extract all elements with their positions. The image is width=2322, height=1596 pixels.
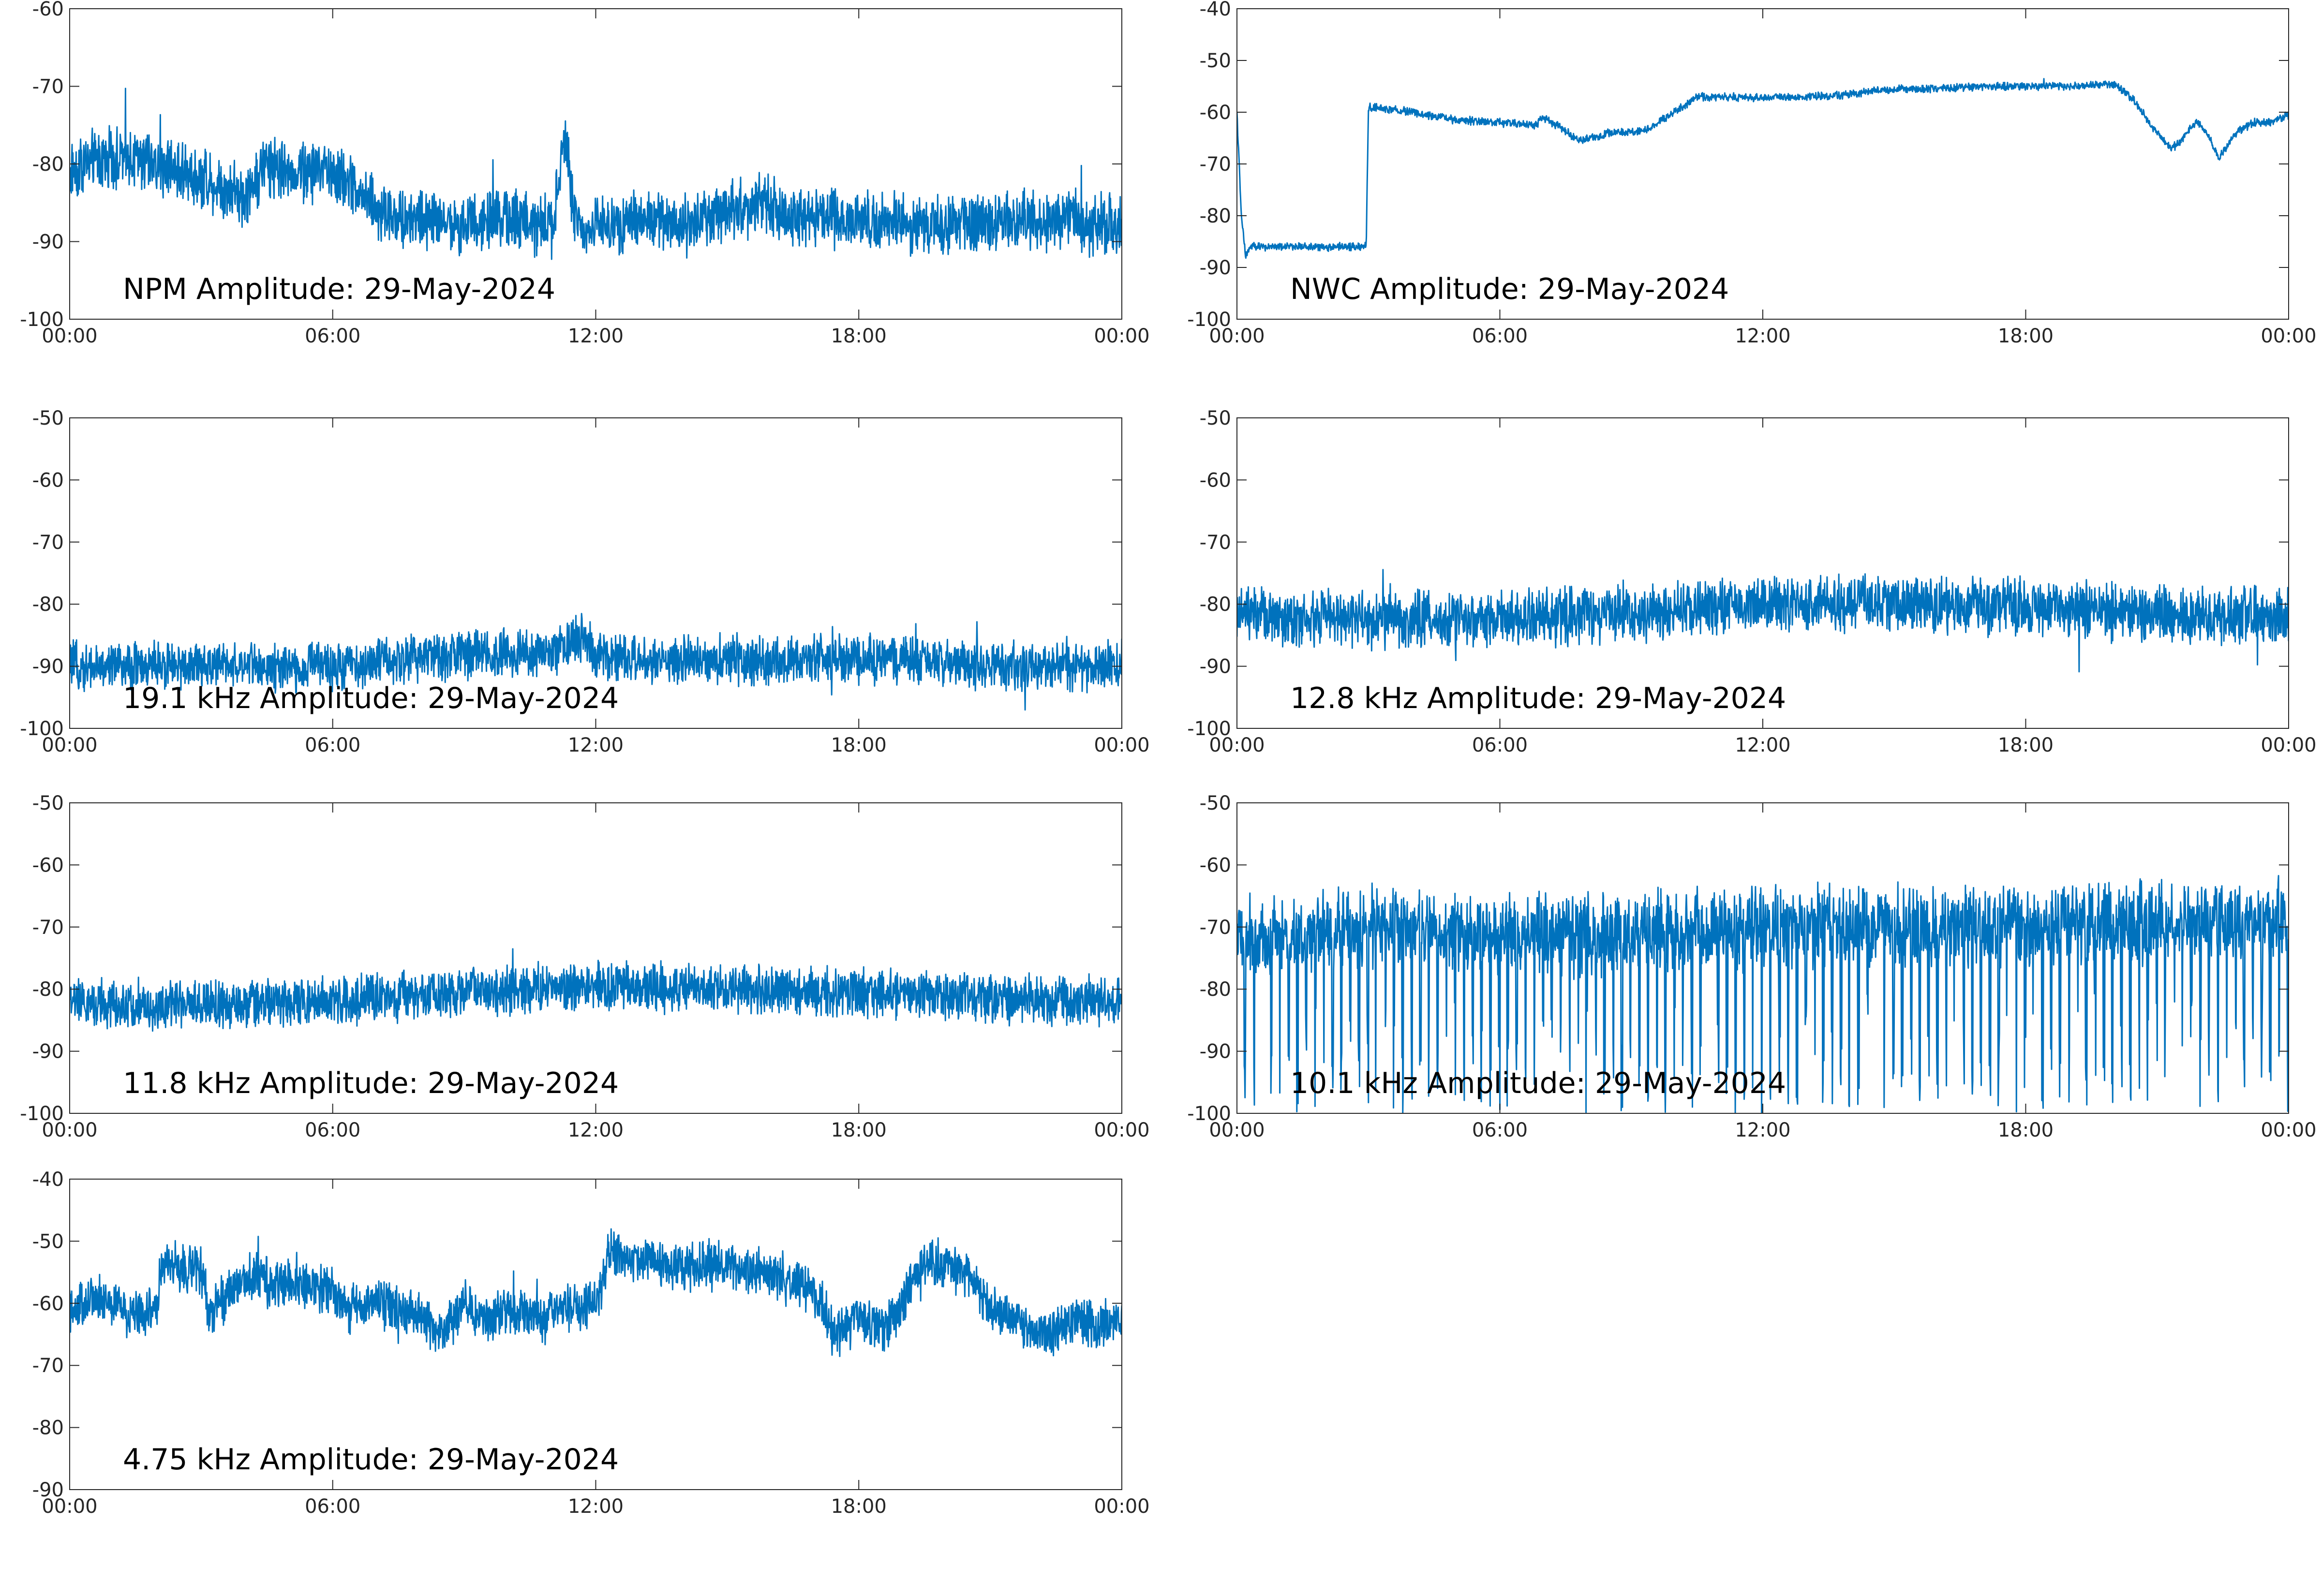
y-tick-label: -90	[1200, 656, 1231, 678]
y-tick-label: -90	[32, 656, 64, 678]
y-tick-label: -80	[32, 978, 64, 1001]
y-tick-label: -100	[20, 718, 64, 740]
chart-panel-10.1: -100 -90 -80 -70 -60 -50 00:00 06:00 12:00 18:00 0…	[1187, 792, 2316, 1141]
panel-annotation: 12.8 kHz Amplitude: 29-May-2024	[1290, 681, 1786, 715]
y-tick-label: -50	[32, 792, 64, 814]
x-tick-label: 00:00	[42, 1119, 97, 1141]
y-tick-label: -70	[1200, 532, 1231, 554]
y-tick-label: -60	[32, 0, 64, 20]
series-line-10.1	[1237, 875, 2289, 1113]
y-tick-label: -70	[32, 1355, 64, 1377]
x-tick-label: 12:00	[1735, 325, 1790, 347]
x-tick-label: 00:00	[2261, 1119, 2316, 1141]
chart-panel-npm: -100 -90 -80 -70 -60 00:00 06:00 12:00 18:00 00:0…	[20, 0, 1149, 347]
y-tick-label: -80	[32, 1417, 64, 1439]
y-tick-label: -100	[1187, 1103, 1231, 1125]
panel-annotation: 19.1 kHz Amplitude: 29-May-2024	[123, 681, 619, 715]
series-line-npm	[70, 88, 1122, 260]
x-tick-label: 18:00	[1998, 325, 2054, 347]
y-tick-label: -60	[32, 469, 64, 491]
y-tick-label: -70	[32, 76, 64, 98]
x-tick-label: 12:00	[568, 325, 624, 347]
y-tick-label: -100	[20, 309, 64, 331]
panel-annotation: 4.75 kHz Amplitude: 29-May-2024	[123, 1443, 619, 1477]
y-tick-label: -100	[1187, 309, 1231, 331]
y-tick-label: -90	[1200, 1041, 1231, 1063]
y-tick-label: -90	[1200, 257, 1231, 279]
panel-annotation: 10.1 kHz Amplitude: 29-May-2024	[1290, 1066, 1786, 1100]
x-tick-label: 00:00	[1094, 325, 1149, 347]
y-tick-label: -100	[1187, 718, 1231, 740]
y-tick-label: -60	[32, 1293, 64, 1315]
x-tick-label: 00:00	[42, 1495, 97, 1518]
series-line-12.8	[1237, 569, 2289, 673]
x-tick-label: 06:00	[305, 325, 360, 347]
x-tick-label: 00:00	[2261, 734, 2316, 756]
x-tick-label: 00:00	[42, 325, 97, 347]
x-tick-label: 00:00	[1094, 1119, 1149, 1141]
y-tick-label: -80	[32, 593, 64, 616]
y-tick-label: -80	[1200, 978, 1231, 1001]
y-tick-label: -50	[1200, 50, 1231, 72]
y-tick-label: -60	[1200, 469, 1231, 491]
y-tick-label: -70	[32, 532, 64, 554]
x-tick-label: 18:00	[1998, 734, 2054, 756]
y-tick-label: -50	[32, 1230, 64, 1253]
series-line-19.1	[70, 613, 1122, 711]
y-tick-label: -100	[20, 1103, 64, 1125]
chart-panel-11.8: -100 -90 -80 -70 -60 -50 00:00 06:00 12:00 18:00 0…	[20, 792, 1149, 1141]
panel-annotation: 11.8 kHz Amplitude: 29-May-2024	[123, 1066, 619, 1100]
panel-annotation: NWC Amplitude: 29-May-2024	[1290, 272, 1729, 306]
panel-annotation: NPM Amplitude: 29-May-2024	[123, 272, 555, 306]
x-tick-label: 06:00	[1472, 1119, 1528, 1141]
y-tick-label: -90	[32, 1479, 64, 1501]
x-tick-label: 00:00	[1209, 1119, 1265, 1141]
chart-panel-4.75: -90 -80 -70 -60 -50 -40 00:00 06:00 12:00 18:00 00…	[32, 1168, 1150, 1518]
y-tick-label: -70	[1200, 916, 1231, 939]
y-tick-label: -50	[1200, 792, 1231, 814]
x-tick-label: 06:00	[305, 734, 360, 756]
x-tick-label: 18:00	[831, 1495, 887, 1518]
x-tick-label: 06:00	[1472, 734, 1528, 756]
y-tick-label: -60	[1200, 854, 1231, 876]
y-tick-label: -50	[1200, 407, 1231, 429]
x-tick-label: 12:00	[568, 734, 624, 756]
y-tick-label: -80	[1200, 205, 1231, 227]
x-tick-label: 18:00	[1998, 1119, 2054, 1141]
x-tick-label: 18:00	[831, 1119, 887, 1141]
y-tick-label: -70	[1200, 153, 1231, 176]
y-tick-label: -90	[32, 1041, 64, 1063]
series-line-11.8	[70, 948, 1122, 1032]
x-tick-label: 12:00	[568, 1495, 624, 1518]
chart-panel-19.1: -100 -90 -80 -70 -60 -50 00:00 06:00 12:00 18:00 0…	[20, 407, 1149, 756]
y-tick-label: -60	[1200, 102, 1231, 124]
series-line-4.75	[70, 1228, 1122, 1357]
chart-panel-12.8: -100 -90 -80 -70 -60 -50 00:00 06:00 12:00 18:00 0…	[1187, 407, 2316, 756]
y-tick-label: -70	[32, 916, 64, 939]
x-tick-label: 12:00	[568, 1119, 624, 1141]
x-tick-label: 06:00	[1472, 325, 1528, 347]
x-tick-label: 00:00	[1209, 325, 1265, 347]
x-tick-label: 06:00	[305, 1119, 360, 1141]
y-tick-label: -60	[32, 854, 64, 876]
x-tick-label: 18:00	[831, 325, 887, 347]
y-tick-label: -80	[32, 153, 64, 176]
x-tick-label: 06:00	[305, 1495, 360, 1518]
y-tick-label: -40	[1200, 0, 1231, 20]
y-tick-label: -50	[32, 407, 64, 429]
y-tick-label: -90	[32, 231, 64, 253]
x-tick-label: 18:00	[831, 734, 887, 756]
x-tick-label: 00:00	[1209, 734, 1265, 756]
x-tick-label: 00:00	[1094, 734, 1149, 756]
y-tick-label: -40	[32, 1168, 64, 1191]
x-tick-label: 12:00	[1735, 1119, 1790, 1141]
x-tick-label: 00:00	[1094, 1495, 1149, 1518]
chart-panel-nwc: -100 -90 -80 -70 -60 -50 -40 00:00 06:00 12:00 18:…	[1187, 0, 2316, 347]
x-tick-label: 00:00	[2261, 325, 2316, 347]
x-tick-label: 00:00	[42, 734, 97, 756]
y-tick-label: -80	[1200, 593, 1231, 616]
series-line-nwc	[1237, 78, 2289, 259]
x-tick-label: 12:00	[1735, 734, 1790, 756]
